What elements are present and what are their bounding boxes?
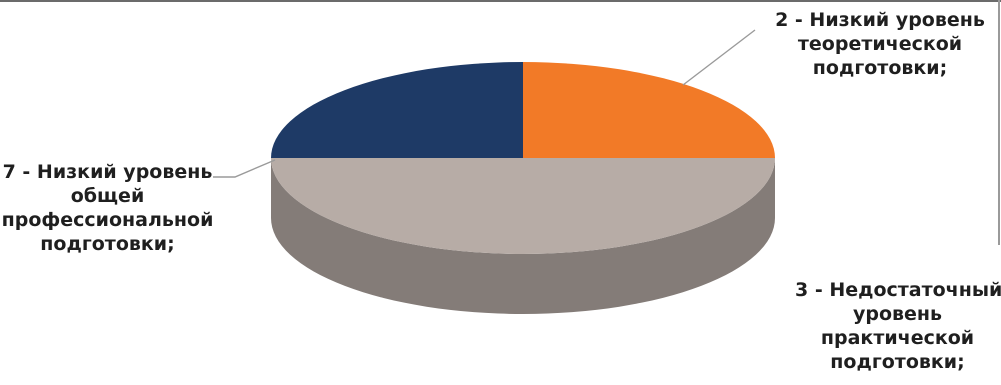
pie-slice-side-1: [271, 158, 775, 314]
slice-label-line: подготовки;: [40, 233, 175, 255]
slice-label-theoretical: 2 - Низкий уровень теоретической подгото…: [760, 8, 1000, 80]
slice-label-line: профессиональной: [1, 209, 214, 231]
slice-label-line: уровень: [852, 303, 943, 325]
slice-label-practical: 3 - Недостаточный уровень практической п…: [795, 278, 1001, 374]
leader-line-1: [213, 159, 276, 178]
slice-label-line: практической: [820, 327, 975, 349]
slice-label-line: общей: [70, 185, 145, 207]
slice-label-line: 2 - Низкий уровень: [775, 9, 985, 31]
slice-label-line: 3 - Недостаточный: [795, 279, 1001, 301]
slice-label-line: подготовки;: [812, 57, 948, 79]
slice-label-line: теоретической: [797, 33, 963, 55]
top-border-line: [0, 0, 1001, 2]
slice-label-general-professional: 7 - Низкий уровень общей профессионально…: [0, 160, 215, 256]
leader-line-0: [682, 29, 756, 86]
slice-label-line: подготовки;: [830, 351, 965, 373]
pie-slice-2: [271, 62, 523, 158]
pie-slice-1: [271, 158, 775, 254]
pie-slice-0: [523, 62, 775, 158]
slice-label-line: 7 - Низкий уровень: [2, 161, 213, 183]
right-border-line: [998, 0, 1000, 245]
